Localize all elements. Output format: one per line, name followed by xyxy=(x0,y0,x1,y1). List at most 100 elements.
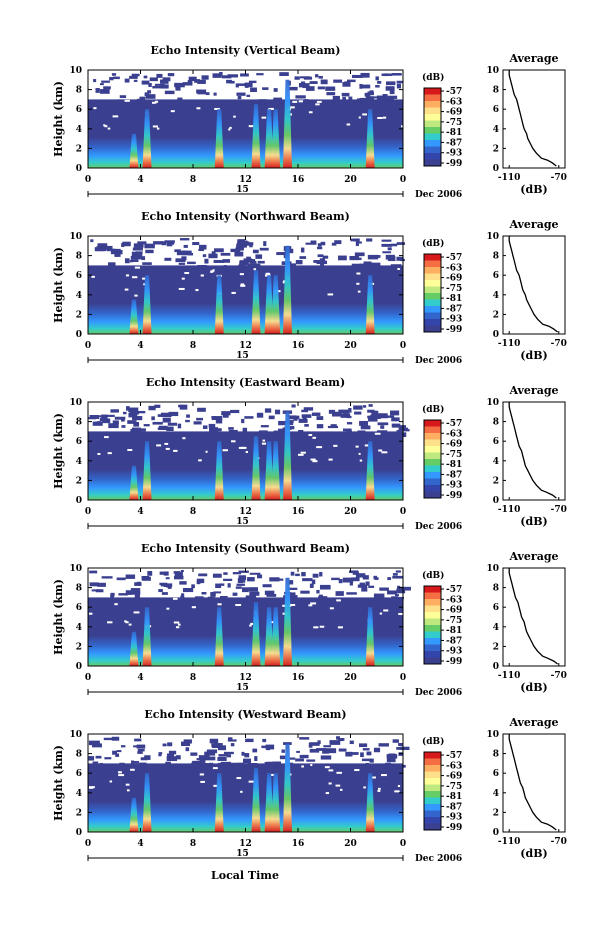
profile-y-tick-label: 10 xyxy=(486,398,499,408)
upper-echo-cell xyxy=(197,407,206,412)
upper-echo-cell xyxy=(141,80,150,85)
colorbar-tick-label: -87 xyxy=(446,636,462,646)
upper-echo-cell xyxy=(223,572,228,575)
upper-echo-cell xyxy=(317,86,325,90)
precipitation-plume xyxy=(129,631,139,666)
upper-echo-cell xyxy=(152,85,163,89)
echo-gap xyxy=(166,607,170,610)
echo-gap xyxy=(292,100,298,103)
colorbar-tick-label: -99 xyxy=(446,823,462,833)
upper-echo-cell xyxy=(312,573,319,578)
x-tick-label: 4 xyxy=(137,175,143,185)
y-tick-label: 0 xyxy=(76,496,82,506)
upper-echo-cell xyxy=(133,761,139,764)
upper-echo-cell xyxy=(117,99,127,104)
upper-echo-cell xyxy=(348,96,353,101)
upper-echo-cell xyxy=(148,405,156,411)
upper-echo-cell xyxy=(244,753,250,758)
upper-echo-cell xyxy=(295,758,305,762)
colorbar-swatch xyxy=(424,599,441,606)
echo-gap xyxy=(173,449,178,452)
upper-echo-cell xyxy=(367,409,375,413)
x-tick-label: 0 xyxy=(400,341,406,351)
echo-gap xyxy=(319,625,325,628)
upper-echo-cell xyxy=(205,92,210,96)
upper-echo-cell xyxy=(367,415,373,419)
upper-echo-cell xyxy=(299,256,307,259)
upper-echo-cell xyxy=(396,599,401,604)
upper-echo-cell xyxy=(287,421,294,426)
echo-gap xyxy=(359,459,363,462)
colorbar-tick-label: -69 xyxy=(446,440,462,450)
upper-echo-cell xyxy=(359,743,368,748)
colorbar-tick-label: -81 xyxy=(446,294,462,304)
upper-echo-cell xyxy=(164,240,175,243)
echo-gap xyxy=(156,127,160,130)
upper-echo-cell xyxy=(367,254,379,260)
colorbar-tick-label: -69 xyxy=(446,606,462,616)
x-tick-label: 12 xyxy=(239,507,252,517)
upper-echo-cell xyxy=(252,249,259,254)
upper-echo-cell xyxy=(257,260,265,264)
upper-echo-cell xyxy=(198,573,208,577)
upper-echo-cell xyxy=(129,75,138,79)
upper-echo-cell xyxy=(121,425,126,428)
upper-echo-cell xyxy=(223,265,227,270)
upper-echo-cell xyxy=(206,749,218,754)
echo-gap xyxy=(170,110,175,113)
upper-echo-cell xyxy=(208,253,218,259)
upper-echo-cell xyxy=(243,758,252,764)
colorbar-frame xyxy=(423,419,442,499)
colorbar-swatch xyxy=(424,140,441,147)
precipitation-plume xyxy=(264,441,274,500)
colorbar-swatch xyxy=(424,107,441,115)
echo-gap xyxy=(354,769,360,772)
colorbar-swatch xyxy=(424,465,441,473)
upper-echo-cell xyxy=(385,762,391,765)
echo-gap xyxy=(126,789,130,792)
upper-echo-cell xyxy=(104,757,112,760)
upper-echo-cell xyxy=(239,260,247,263)
upper-echo-cell xyxy=(381,239,392,242)
upper-echo-cell xyxy=(245,595,256,599)
upper-echo-cell xyxy=(316,424,324,429)
upper-echo-cell xyxy=(127,420,137,424)
upper-echo-cell xyxy=(361,758,372,762)
upper-echo-cell xyxy=(105,99,110,103)
upper-echo-cell xyxy=(389,765,396,769)
upper-echo-cell xyxy=(167,742,173,747)
colorbar-swatch xyxy=(424,823,441,831)
echo-gap xyxy=(124,288,129,291)
colorbar-tick-label: -99 xyxy=(446,325,462,335)
colorbar-swatch xyxy=(424,127,441,134)
upper-echo-cell xyxy=(397,432,407,438)
echo-gap xyxy=(238,446,245,449)
upper-echo-cell xyxy=(131,251,143,257)
upper-echo-cell xyxy=(342,428,352,432)
upper-echo-cell xyxy=(266,593,277,597)
upper-echo-cell xyxy=(179,404,188,410)
upper-echo-cell xyxy=(204,258,209,264)
upper-echo-cell xyxy=(129,411,139,415)
upper-echo-cell xyxy=(222,413,229,418)
echo-gap xyxy=(328,782,332,785)
precipitation-plume xyxy=(264,275,274,334)
echo-gap xyxy=(184,272,190,275)
upper-echo-cell xyxy=(346,415,352,419)
precipitation-plume xyxy=(271,607,281,666)
colorbar-swatch xyxy=(424,433,441,440)
upper-echo-cell xyxy=(294,76,300,80)
upper-echo-cell xyxy=(149,77,158,82)
upper-echo-cell xyxy=(236,92,246,96)
upper-echo-cell xyxy=(145,96,150,99)
y-tick-label: 4 xyxy=(76,291,82,301)
echo-gap xyxy=(394,790,400,793)
upper-echo-cell xyxy=(122,241,131,247)
upper-echo-cell xyxy=(343,413,350,416)
upper-echo-cell xyxy=(136,98,144,104)
upper-echo-cell xyxy=(217,432,222,435)
echo-gap xyxy=(239,273,244,276)
upper-echo-cell xyxy=(161,241,167,246)
colorbar-tick-label: -87 xyxy=(446,470,462,480)
upper-echo-cell xyxy=(364,92,371,97)
